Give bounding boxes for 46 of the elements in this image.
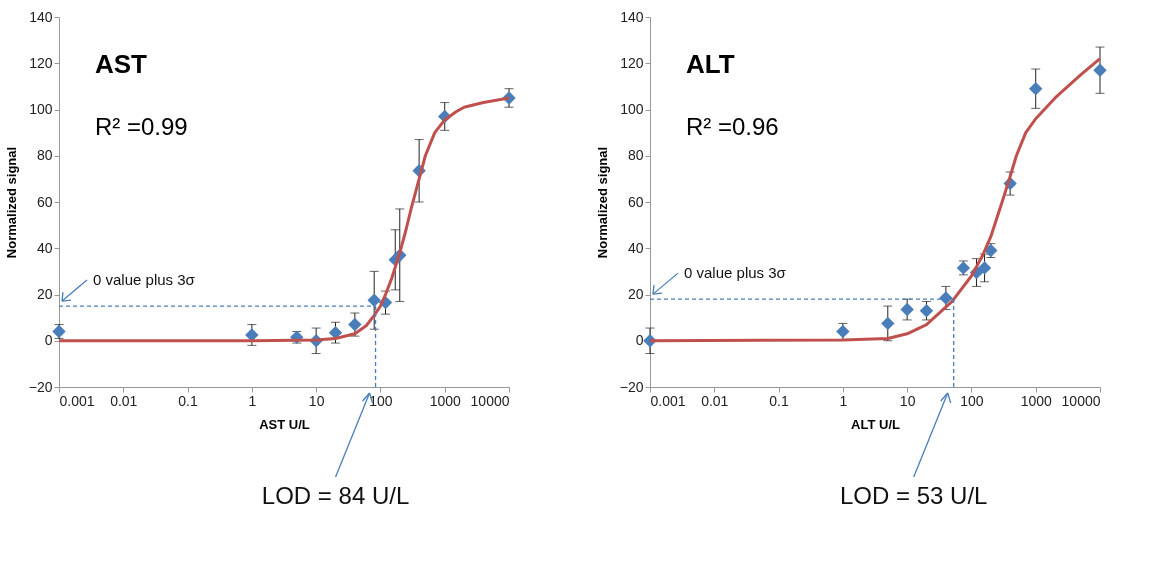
x-tick-label: 0.1 [769,392,790,409]
x-tick-label: 10000 [1061,392,1101,409]
x-tick-label: 0.1 [178,392,199,409]
y-tick-label: 80 [36,147,53,164]
y-tick-label: 40 [36,239,53,256]
y-tick-label: 120 [620,54,644,71]
y-tick-label: 20 [627,286,644,302]
y-tick-label: −20 [28,378,53,395]
y-tick-label: −20 [619,378,644,395]
y-tick-label: 0 [44,332,53,349]
x-tick-label: 10 [899,392,916,409]
y-tick-label: 100 [620,101,644,117]
x-tick-label: 1000 [429,392,461,409]
y-tick-label: 120 [29,54,53,71]
y-tick-label: 40 [627,239,644,256]
x-tick-label: 100 [369,392,393,409]
x-tick-label: 0.01 [110,392,138,409]
y-tick-label: 60 [36,193,53,210]
x-tick-label: 10 [308,392,325,409]
y-tick-label: 140 [620,8,644,25]
y-tick-label: 100 [29,101,53,117]
annotation: R² =0.96 [686,113,779,140]
x-tick-label: 0.001 [650,392,686,409]
annotation: R² =0.99 [95,113,188,140]
x-tick-label: 0.01 [701,392,729,409]
y-tick-label: 140 [29,8,53,25]
text: AST [95,49,148,80]
x-tick-label: 100 [960,392,984,409]
x-axis-title: AST U/L [259,416,310,432]
x-tick-label: 10000 [470,392,510,409]
y-tick-label: 80 [627,147,644,164]
ref-line-label: 0 value plus 3σ [93,271,196,289]
y-tick-label: 60 [627,193,644,210]
text: ALT [686,49,735,80]
y-tick-label: 0 [635,332,644,349]
ref-line-label: LOD = 84 U/L [261,482,410,509]
ref-line-label: LOD = 53 U/L [839,482,988,509]
x-axis-title: ALT U/L [851,416,900,432]
x-tick-label: 1000 [1020,392,1052,409]
y-axis-title: Normalized signal [594,146,610,259]
y-axis-title: Normalized signal [3,146,19,259]
x-tick-label: 1 [248,392,257,409]
y-tick-label: 20 [36,286,53,302]
x-tick-label: 1 [839,392,848,409]
ref-line-label: 0 value plus 3σ [684,264,787,282]
x-tick-label: 0.001 [59,392,95,409]
